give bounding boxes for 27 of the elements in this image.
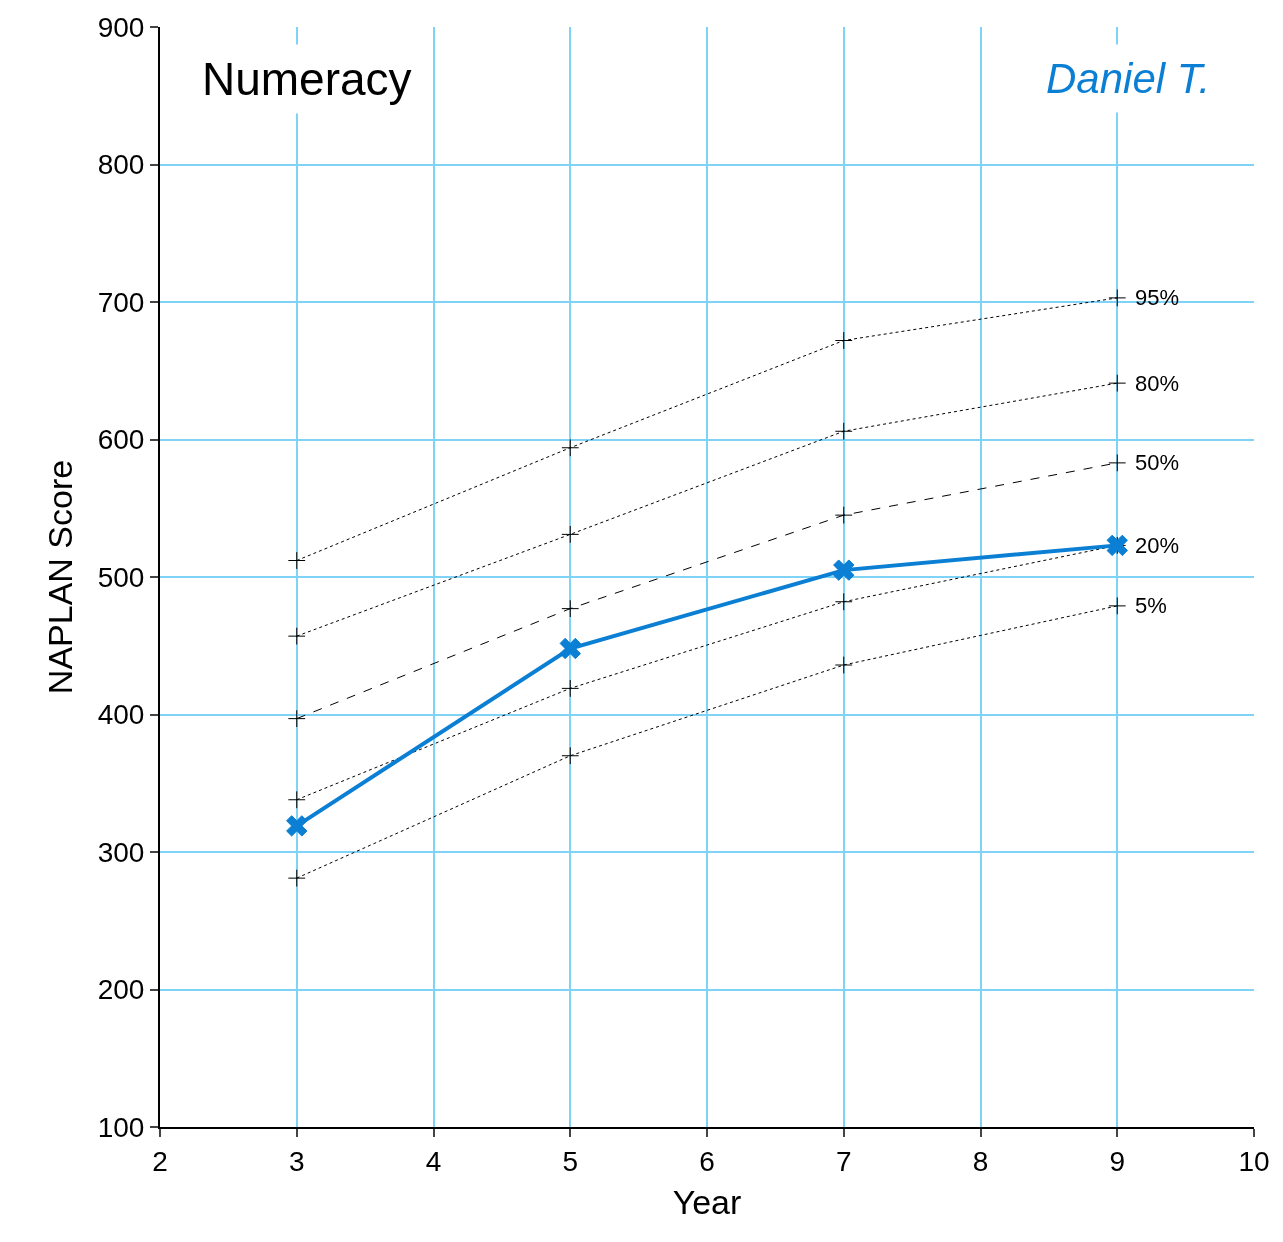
- x-tick-label: 3: [288, 1145, 305, 1177]
- x-tick-label: 7: [835, 1145, 852, 1177]
- y-tick-label: 900: [97, 11, 145, 43]
- x-tick-label: 2: [152, 1145, 168, 1177]
- series-label: 95%: [1135, 285, 1180, 310]
- x-tick-label: 10: [1238, 1145, 1270, 1177]
- y-tick-label: 700: [97, 286, 145, 318]
- x-tick-label: 5: [562, 1145, 579, 1177]
- series-label: 5%: [1135, 593, 1167, 618]
- y-tick-label: 300: [97, 836, 145, 868]
- y-tick-label: 500: [97, 561, 145, 593]
- series-label: 50%: [1135, 450, 1180, 475]
- y-tick-label: 600: [97, 424, 145, 456]
- series-label: 20%: [1135, 533, 1180, 558]
- y-tick-label: 800: [97, 149, 145, 181]
- x-tick-label: 4: [425, 1145, 442, 1177]
- y-tick-label: 200: [97, 974, 145, 1006]
- y-tick-label: 400: [97, 699, 145, 731]
- x-tick-label: 8: [972, 1145, 989, 1177]
- x-tick-label: 9: [1109, 1145, 1126, 1177]
- y-axis-title: NAPLAN Score: [40, 459, 79, 695]
- text: Numeracy: [202, 53, 412, 105]
- annotation: Daniel T.: [1046, 55, 1211, 102]
- x-axis-title: Year: [672, 1183, 742, 1222]
- series-label: 80%: [1135, 371, 1180, 396]
- y-tick-label: 100: [97, 1111, 145, 1143]
- x-tick-label: 6: [699, 1145, 715, 1177]
